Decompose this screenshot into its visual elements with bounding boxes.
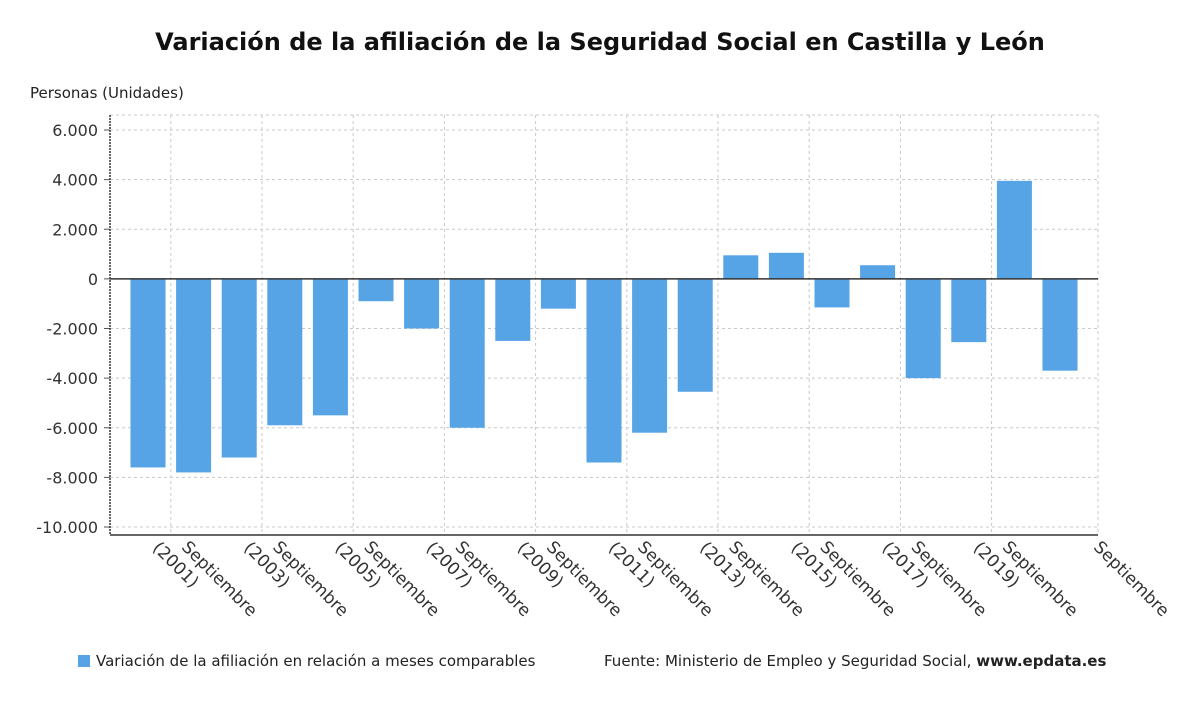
bar <box>860 265 896 279</box>
bar <box>358 278 394 302</box>
bar <box>176 278 212 473</box>
bar <box>130 278 166 468</box>
x-tick-label: Septiembre(2013) <box>695 523 808 636</box>
bar <box>723 255 759 279</box>
x-tick-label: Septiembre(2019) <box>969 523 1082 636</box>
y-tick-label: 0 <box>88 270 98 289</box>
x-tick-label: Septiembre(2005) <box>331 523 444 636</box>
legend-label: Variación de la afiliación en relación a… <box>96 652 536 670</box>
legend: Variación de la afiliación en relación a… <box>78 652 535 670</box>
bar <box>677 278 713 392</box>
x-tick-label: Septiembre <box>1089 537 1173 621</box>
bar <box>312 278 348 416</box>
x-tick-label-line: Septiembre <box>1089 537 1173 621</box>
x-tick-label: Septiembre(2003) <box>239 523 352 636</box>
bar <box>814 278 850 308</box>
x-tick-label: Septiembre(2015) <box>787 523 900 636</box>
y-tick-label: -4.000 <box>46 369 98 388</box>
bar <box>495 278 531 341</box>
y-tick-label: 4.000 <box>52 171 98 190</box>
bar <box>267 278 303 426</box>
source-note: Fuente: Ministerio de Empleo y Seguridad… <box>604 652 1106 670</box>
y-tick-label: -10.000 <box>36 518 98 537</box>
bar <box>540 278 576 309</box>
bar <box>1042 278 1078 371</box>
bar <box>951 278 987 343</box>
bar <box>404 278 440 329</box>
y-tick-label: 6.000 <box>52 121 98 140</box>
y-tick-label: -6.000 <box>46 419 98 438</box>
x-tick-label: Septiembre(2007) <box>422 523 535 636</box>
x-tick-label: Septiembre(2017) <box>878 523 991 636</box>
bar <box>449 278 485 428</box>
y-axis-label: Personas (Unidades) <box>30 84 184 102</box>
x-tick-label: Septiembre(2001) <box>148 523 261 636</box>
bar <box>632 278 668 433</box>
bar <box>768 252 804 279</box>
x-tick-label: Septiembre(2011) <box>604 523 717 636</box>
source-site: www.epdata.es <box>976 652 1107 670</box>
bar <box>586 278 622 463</box>
bar <box>996 180 1032 279</box>
source-prefix: Fuente: Ministerio de Empleo y Seguridad… <box>604 652 972 670</box>
chart-title: Variación de la afiliación de la Segurid… <box>155 28 1045 56</box>
x-tick-label: Septiembre(2009) <box>513 523 626 636</box>
legend-swatch <box>78 655 90 667</box>
bar <box>905 278 941 379</box>
y-tick-label: -8.000 <box>46 468 98 487</box>
bar <box>221 278 257 458</box>
y-tick-label: 2.000 <box>52 220 98 239</box>
y-tick-label: -2.000 <box>46 320 98 339</box>
